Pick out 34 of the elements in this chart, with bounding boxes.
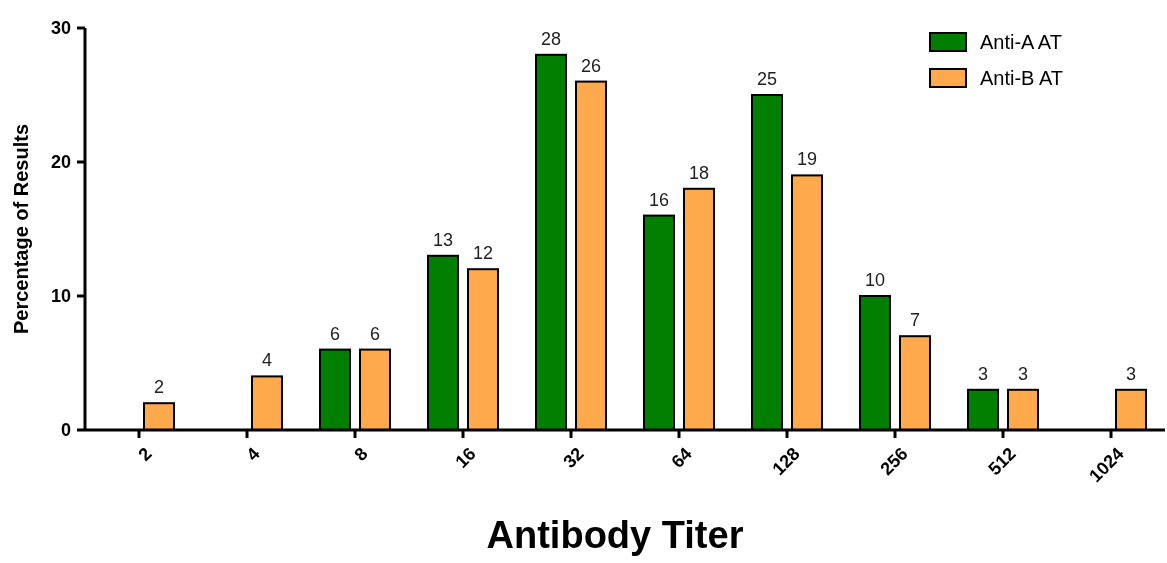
x-tick-label: 2: [134, 443, 156, 465]
x-tick-label: 512: [984, 443, 1020, 479]
data-label: 7: [909, 310, 921, 331]
x-tick-label: 8: [350, 443, 372, 465]
y-axis-title: Percentage of Results: [10, 123, 32, 335]
x-tick-label: 32: [559, 443, 588, 472]
data-label: 3: [1125, 363, 1137, 384]
data-label: 28: [540, 28, 562, 49]
x-tick-label: 128: [768, 443, 804, 479]
y-tick-label: 0: [60, 420, 71, 441]
data-label: 18: [688, 162, 710, 183]
x-tick-label: 256: [876, 443, 912, 479]
legend-label: Anti-B AT: [980, 67, 1063, 89]
y-tick-label: 30: [50, 18, 71, 39]
data-label: 3: [977, 363, 989, 384]
data-label: 4: [261, 350, 273, 371]
data-label: 13: [432, 229, 454, 250]
data-label: 19: [796, 149, 818, 170]
y-tick-label: 10: [50, 286, 71, 307]
x-tick-label: 16: [451, 443, 480, 472]
data-label: 26: [580, 55, 602, 76]
x-tick-label: 64: [667, 443, 696, 472]
data-label: 6: [369, 323, 381, 344]
data-label: 16: [648, 189, 670, 210]
x-tick-label: 4: [242, 443, 264, 465]
x-axis-title: Antibody Titer: [486, 514, 744, 556]
y-tick-label: 20: [50, 152, 71, 173]
data-label: 10: [864, 270, 886, 290]
data-label: 12: [472, 243, 494, 264]
data-label: 2: [153, 377, 165, 398]
legend-label: Anti-A AT: [980, 31, 1062, 53]
data-label: 25: [756, 69, 778, 89]
data-label: 3: [1017, 363, 1029, 384]
data-label: 6: [329, 323, 341, 344]
